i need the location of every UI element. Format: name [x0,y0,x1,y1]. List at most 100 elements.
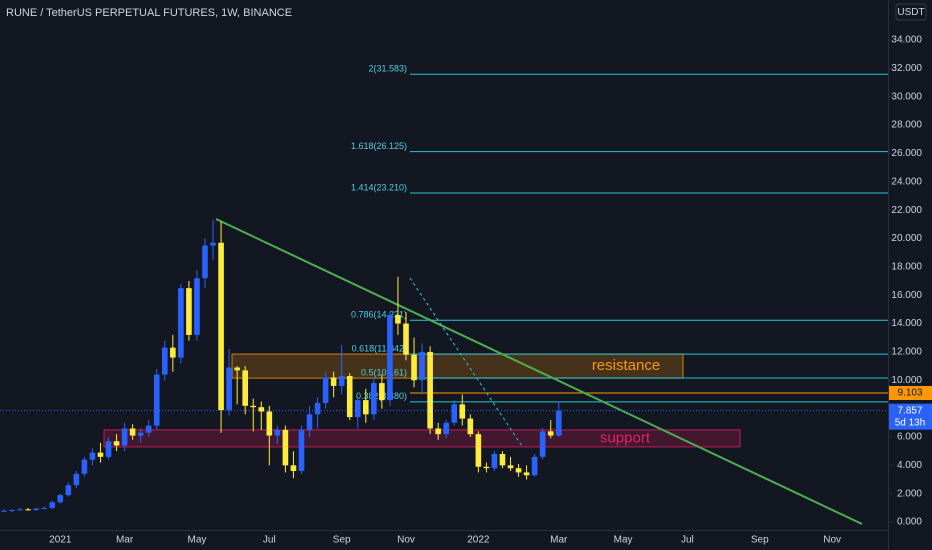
candle-body [73,473,80,486]
candle-body [202,245,208,279]
candle-body [298,429,305,472]
candle-body [33,508,39,511]
candle-body [234,367,240,371]
candle-body [306,414,313,430]
fib-label: 1.618(26.125) [351,141,407,151]
candle-body [491,454,498,469]
y-tick-label: 14.000 [891,318,922,329]
candle-body [65,485,72,496]
candle-body [266,411,273,436]
candle-body [153,374,160,426]
fib-label: 2(31.583) [368,64,407,74]
zone-label: support [600,429,651,446]
fib-label: 0.618(11.842) [352,344,407,354]
y-tick-label: 10.000 [891,375,922,386]
candle-body [282,429,289,466]
candle-body [531,456,538,476]
candle-body [427,351,433,429]
fib-label: 0.786(14.231) [351,310,407,320]
candle-body [322,377,329,403]
x-tick-label: Jul [681,535,694,546]
candle-body [314,402,321,415]
candle-body [41,507,47,509]
candle-body [121,428,128,446]
candle-body [507,465,514,469]
candle-body [515,468,522,473]
candle-body [113,441,120,446]
candle-body [25,509,31,511]
x-tick-label: Mar [116,535,134,546]
alert-price-box [889,385,932,400]
candle-body [81,459,88,474]
y-tick-label: 16.000 [891,290,922,301]
y-tick-label: 0.000 [897,517,922,528]
y-tick-label: 22.000 [891,205,922,216]
fib-label: 1.414(23.210) [351,182,407,192]
candle-body [475,434,482,467]
alert-price: 9.103 [897,388,922,399]
candle-body [129,428,136,436]
candle-body [459,404,466,419]
candle-body [258,407,265,412]
candle-body [105,441,112,457]
candle-body [354,400,361,418]
y-tick-label: 28.000 [891,120,922,131]
y-tick-label: 18.000 [891,261,922,272]
candle-body [186,288,192,335]
x-tick-label: 2021 [49,535,72,546]
candle-body [274,429,281,436]
y-tick-label: 20.000 [891,233,922,244]
last-price-box [889,403,932,430]
candle-body [467,418,474,435]
x-tick-label: 2022 [467,535,490,546]
candle-body [290,465,297,472]
x-tick-label: Sep [751,535,769,546]
candle-body [523,472,530,476]
candle-body [338,376,345,386]
candle-body [547,431,554,436]
x-tick-label: May [614,535,633,546]
trendline-dashed [409,277,523,447]
y-tick-label: 24.000 [891,176,922,187]
y-tick-label: 2.000 [897,488,922,499]
candle-body [137,432,144,436]
zone [103,429,741,448]
x-tick-label: Nov [823,535,841,546]
candle-body [379,383,385,401]
candle-body [403,323,409,355]
y-tick-label: 34.000 [891,35,922,46]
candle-body [451,404,458,423]
candle-body [9,510,15,512]
fib-label: 0.5(10.161) [361,367,407,377]
y-tick-label: 6.000 [897,432,922,443]
candle-body [346,376,353,418]
zone [231,353,684,379]
x-tick-label: May [188,535,207,546]
candle-body [97,452,104,457]
candle-body [1,510,7,512]
candle-body [162,347,168,375]
last-price: 7.857 [897,405,922,416]
candle-body [483,466,490,469]
y-tick-label: 4.000 [897,460,922,471]
candle-body [218,242,224,411]
candle-body [539,431,546,457]
candle-body [499,454,506,466]
candle-body [411,354,417,381]
x-tick-label: Nov [397,535,415,546]
candle-body [242,370,248,406]
currency-box [895,3,927,21]
candle-body [17,509,23,511]
candle-body [555,410,562,436]
y-tick-label: 32.000 [891,63,922,74]
candle-body [57,495,64,503]
candle-body [194,278,200,335]
trendline [215,218,863,525]
candle-body [250,405,257,408]
candle-body [170,347,176,358]
candle-body [435,428,441,435]
candle-body [226,367,232,411]
countdown: 5d 13h [895,417,926,428]
